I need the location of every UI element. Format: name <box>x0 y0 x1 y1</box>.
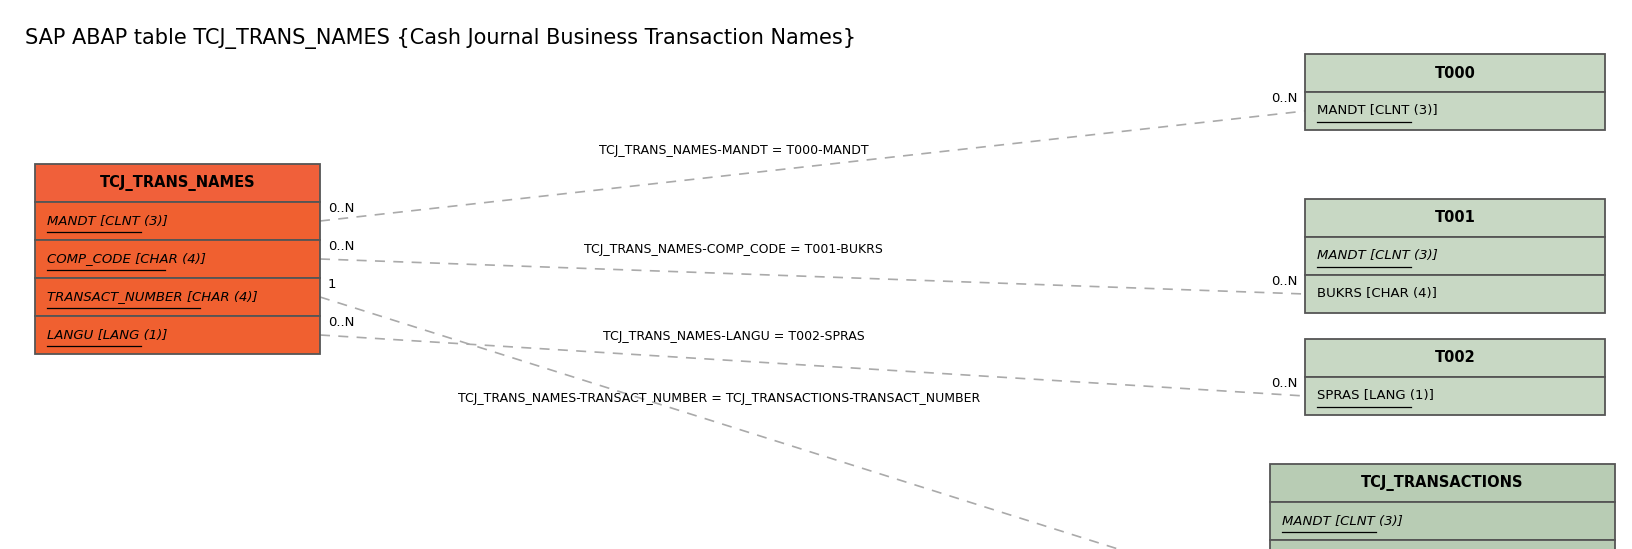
Text: T000: T000 <box>1433 65 1475 81</box>
Bar <box>1304 275 1604 313</box>
Text: 0..N: 0..N <box>328 240 354 253</box>
Text: 1: 1 <box>328 278 336 291</box>
Bar <box>1304 339 1604 377</box>
Text: MANDT [CLNT (3)]: MANDT [CLNT (3)] <box>1315 104 1436 117</box>
Bar <box>34 316 320 354</box>
Text: SPRAS [LANG (1)]: SPRAS [LANG (1)] <box>1315 389 1433 402</box>
Text: T001: T001 <box>1433 210 1475 226</box>
Bar <box>1270 502 1614 540</box>
Bar <box>1304 237 1604 275</box>
Text: 0..N: 0..N <box>1270 377 1296 390</box>
Bar <box>1304 54 1604 92</box>
Text: LANGU [LANG (1)]: LANGU [LANG (1)] <box>47 328 166 341</box>
Bar <box>34 202 320 240</box>
Bar <box>1304 377 1604 415</box>
Bar <box>1270 464 1614 502</box>
Bar <box>34 240 320 278</box>
Text: TCJ_TRANSACTIONS: TCJ_TRANSACTIONS <box>1361 475 1523 491</box>
Text: TCJ_TRANS_NAMES-TRANSACT_NUMBER = TCJ_TRANSACTIONS-TRANSACT_NUMBER: TCJ_TRANS_NAMES-TRANSACT_NUMBER = TCJ_TR… <box>457 392 979 405</box>
Bar <box>1304 92 1604 130</box>
Text: TCJ_TRANS_NAMES-LANGU = T002-SPRAS: TCJ_TRANS_NAMES-LANGU = T002-SPRAS <box>602 329 863 343</box>
Text: T002: T002 <box>1435 350 1474 366</box>
Text: MANDT [CLNT (3)]: MANDT [CLNT (3)] <box>47 215 168 227</box>
Text: TRANSACT_NUMBER [CHAR (4)]: TRANSACT_NUMBER [CHAR (4)] <box>47 290 258 304</box>
Text: MANDT [CLNT (3)]: MANDT [CLNT (3)] <box>1315 249 1436 262</box>
Text: COMP_CODE [CHAR (4)]: COMP_CODE [CHAR (4)] <box>47 253 206 266</box>
Bar <box>1304 199 1604 237</box>
Text: TCJ_TRANS_NAMES-MANDT = T000-MANDT: TCJ_TRANS_NAMES-MANDT = T000-MANDT <box>599 144 868 157</box>
Text: 0..N: 0..N <box>328 316 354 329</box>
Text: 0..N: 0..N <box>1270 92 1296 105</box>
Text: 0..N: 0..N <box>1270 275 1296 288</box>
Text: 0..N: 0..N <box>328 202 354 215</box>
Text: SAP ABAP table TCJ_TRANS_NAMES {Cash Journal Business Transaction Names}: SAP ABAP table TCJ_TRANS_NAMES {Cash Jou… <box>24 28 855 49</box>
Bar <box>1270 540 1614 549</box>
Text: MANDT [CLNT (3)]: MANDT [CLNT (3)] <box>1281 514 1402 528</box>
Text: TCJ_TRANS_NAMES-COMP_CODE = T001-BUKRS: TCJ_TRANS_NAMES-COMP_CODE = T001-BUKRS <box>584 243 883 256</box>
Bar <box>34 278 320 316</box>
Text: TCJ_TRANS_NAMES: TCJ_TRANS_NAMES <box>100 175 255 191</box>
Bar <box>34 164 320 202</box>
Text: BUKRS [CHAR (4)]: BUKRS [CHAR (4)] <box>1315 288 1436 300</box>
